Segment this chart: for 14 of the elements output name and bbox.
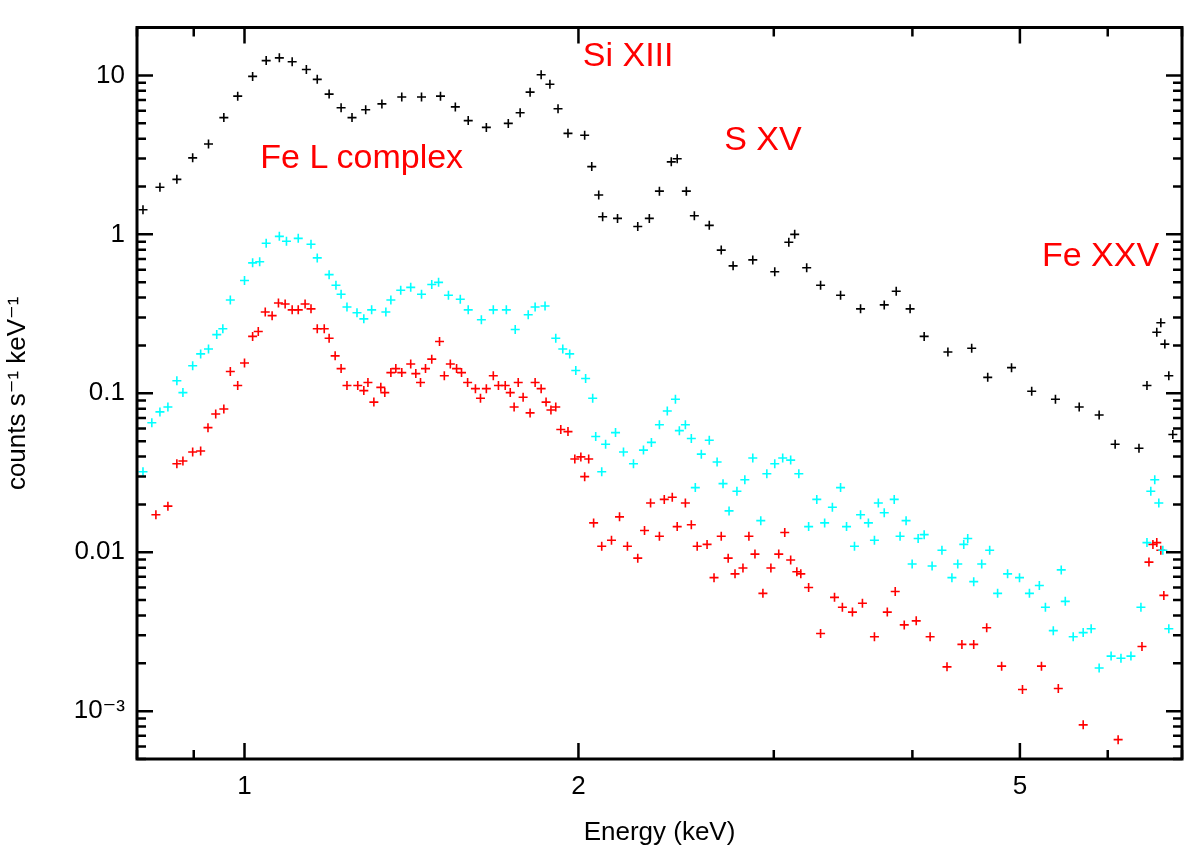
annotation: Si XIII bbox=[582, 35, 674, 74]
y-tick-label: 10 bbox=[96, 58, 125, 89]
x-tick-label: 1 bbox=[237, 769, 252, 800]
x-tick-label: 2 bbox=[571, 769, 586, 800]
y-tick-label: 0.01 bbox=[74, 535, 125, 566]
annotation: Fe L complex bbox=[260, 136, 464, 175]
x-tick-label: 5 bbox=[1012, 769, 1028, 800]
y-tick-label: 0.1 bbox=[88, 376, 125, 407]
y-tick-label: 1 bbox=[110, 217, 125, 248]
x-axis-title: Energy (keV) bbox=[583, 815, 736, 846]
annotation: S XV bbox=[724, 119, 803, 158]
y-axis-title: counts s⁻¹ keV⁻¹ bbox=[0, 296, 31, 491]
annotation: Fe XXV bbox=[1041, 234, 1160, 273]
y-tick-label: 10⁻³ bbox=[73, 694, 126, 725]
